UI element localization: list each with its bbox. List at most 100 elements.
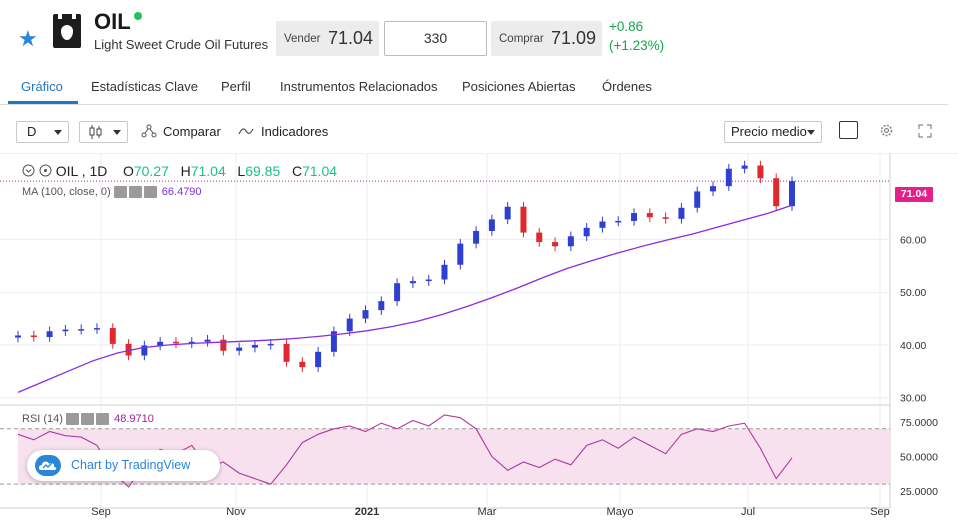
candle-body bbox=[741, 165, 748, 169]
instrument-name: Light Sweet Crude Oil Futures bbox=[94, 37, 269, 52]
x-tick-label: Jul bbox=[741, 506, 755, 518]
y-tick-label: 30.00 bbox=[900, 393, 926, 405]
tab-posiciones[interactable]: Posiciones Abiertas bbox=[462, 79, 576, 94]
candle-body bbox=[251, 344, 258, 348]
candle-body bbox=[694, 191, 701, 208]
candle-body bbox=[93, 328, 100, 330]
candle-body bbox=[710, 186, 717, 192]
close-icon[interactable] bbox=[143, 186, 157, 199]
interval-value: D bbox=[27, 124, 37, 139]
x-tick-label: 2021 bbox=[355, 506, 379, 518]
candle-body bbox=[678, 207, 685, 219]
candle-body bbox=[141, 345, 148, 356]
candle-body bbox=[283, 343, 290, 362]
sell-button[interactable]: Vender 71.04 bbox=[276, 21, 379, 56]
price-tag: 71.04 bbox=[895, 187, 933, 202]
ma-controls[interactable] bbox=[113, 186, 159, 199]
candle-body bbox=[15, 335, 21, 338]
instrument-symbol: OIL bbox=[94, 9, 131, 34]
quantity-input[interactable]: 330 bbox=[384, 21, 487, 56]
rsi-controls[interactable] bbox=[66, 413, 111, 426]
tradingview-watermark[interactable]: Chart by TradingView bbox=[27, 450, 220, 481]
tab-grafico[interactable]: Gráfico bbox=[21, 79, 63, 94]
candle-body bbox=[583, 227, 590, 237]
candle-body bbox=[125, 343, 132, 356]
candle-body bbox=[757, 165, 764, 179]
candle-body bbox=[646, 213, 653, 218]
settings-icon[interactable] bbox=[879, 123, 894, 138]
candle-body bbox=[552, 242, 559, 247]
l-label: L bbox=[237, 163, 246, 179]
tab-instrumentos[interactable]: Instrumentos Relacionados bbox=[280, 79, 438, 94]
gear-icon[interactable] bbox=[81, 413, 95, 426]
candles-icon bbox=[89, 124, 102, 139]
rsi-value: 48.9710 bbox=[114, 413, 154, 425]
candle-body bbox=[773, 178, 780, 207]
c-value: 71.04 bbox=[302, 163, 338, 179]
candle-body bbox=[520, 206, 527, 233]
buy-button[interactable]: Comprar 71.09 bbox=[491, 21, 602, 56]
candle-body bbox=[46, 331, 53, 338]
indicators-button[interactable]: Indicadores bbox=[261, 124, 329, 139]
star-icon[interactable]: ★ bbox=[18, 26, 38, 51]
chevron-down-icon[interactable] bbox=[22, 164, 35, 177]
c-label: C bbox=[291, 163, 303, 179]
rsi-tick-label: 25.0000 bbox=[900, 486, 938, 498]
compare-button[interactable]: Comparar bbox=[163, 124, 221, 139]
ma-value: 66.4790 bbox=[161, 186, 202, 198]
candle-body bbox=[441, 264, 448, 280]
watermark-label: Chart by TradingView bbox=[71, 458, 191, 472]
candle-body bbox=[220, 339, 227, 351]
compare-icon[interactable] bbox=[141, 124, 158, 138]
price-mode-value: Precio medio bbox=[731, 124, 807, 139]
candle-body bbox=[236, 347, 243, 351]
candle-body bbox=[299, 361, 306, 368]
rsi-legend: RSI (14) 48.9710 bbox=[22, 413, 154, 426]
buy-price: 71.09 bbox=[550, 28, 596, 48]
candle-body bbox=[457, 243, 464, 265]
ma-line bbox=[17, 204, 793, 393]
chart-toolbar: D Comparar Indicadores Precio medio bbox=[0, 110, 958, 152]
candle-body bbox=[409, 281, 416, 284]
active-tab-indicator bbox=[8, 101, 78, 104]
candle-body bbox=[567, 236, 574, 247]
market-open-indicator bbox=[134, 12, 142, 20]
ohlc-legend: OIL , 1D O70.27 H71.04 L69.85 C71.04 bbox=[22, 163, 337, 179]
h-label: H bbox=[180, 163, 191, 179]
chevron-down-icon bbox=[113, 130, 121, 135]
eye-icon[interactable] bbox=[113, 186, 127, 199]
candle-body bbox=[330, 331, 337, 352]
candle-body bbox=[725, 168, 732, 187]
price-mode-select[interactable]: Precio medio bbox=[724, 121, 822, 143]
chevron-down-icon bbox=[54, 130, 62, 135]
candle-body bbox=[425, 279, 432, 282]
ma-legend: MA (100, close, 0) 66.4790 bbox=[22, 186, 202, 199]
candle-body bbox=[267, 343, 274, 346]
fullscreen-icon[interactable] bbox=[918, 124, 932, 138]
candles bbox=[15, 160, 795, 372]
indicators-icon[interactable] bbox=[238, 127, 254, 136]
divider bbox=[0, 104, 948, 105]
candle-body bbox=[78, 329, 85, 331]
chart-type-select[interactable] bbox=[79, 121, 128, 143]
chevron-down-icon bbox=[807, 130, 815, 135]
tab-estadisticas[interactable]: Estadísticas Clave bbox=[91, 79, 198, 94]
candle-body bbox=[662, 217, 669, 219]
drawing-toggle[interactable] bbox=[839, 121, 858, 139]
rsi-tick-label: 75.0000 bbox=[900, 417, 938, 429]
instrument-header: ★ OIL Light Sweet Crude Oil Futures Vend… bbox=[0, 0, 958, 70]
candle-body bbox=[172, 341, 179, 344]
tab-ordenes[interactable]: Órdenes bbox=[602, 79, 652, 94]
candle-body bbox=[504, 206, 511, 220]
gear-icon[interactable] bbox=[128, 186, 142, 199]
eye-icon[interactable] bbox=[66, 413, 80, 426]
candle-body bbox=[109, 328, 116, 344]
rsi-tick-label: 50.0000 bbox=[900, 451, 938, 463]
candle-body bbox=[62, 329, 69, 332]
tab-perfil[interactable]: Perfil bbox=[221, 79, 251, 94]
close-icon[interactable] bbox=[96, 413, 110, 426]
price-change: +0.86 (+1.23%) bbox=[609, 17, 664, 55]
ma-polyline bbox=[17, 204, 793, 393]
settings-icon[interactable] bbox=[39, 164, 52, 177]
interval-select[interactable]: D bbox=[16, 121, 69, 143]
